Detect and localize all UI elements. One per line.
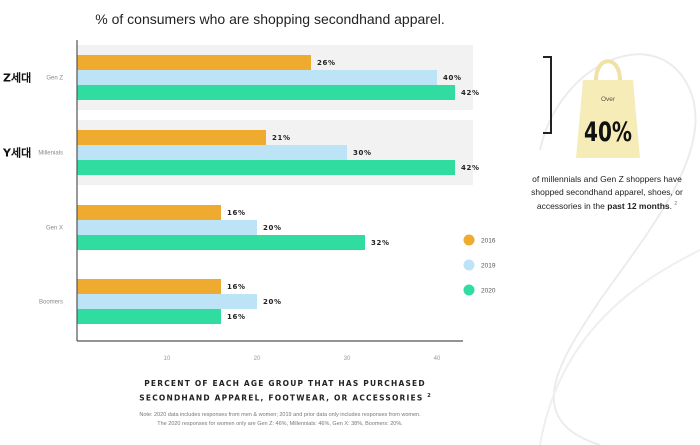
legend-label: 2019: [481, 263, 496, 270]
x-tick-label: 10: [164, 356, 171, 362]
category-label: Gen X: [46, 226, 63, 232]
bag-percent-label: 40%: [584, 117, 632, 148]
chart-title: % of consumers who are shopping secondha…: [95, 11, 445, 27]
legend-label: 2020: [481, 288, 496, 295]
bar: [77, 85, 455, 100]
x-axis-title-line-2: SECONDHAND APPAREL, FOOTWEAR, OR ACCESSO…: [139, 393, 424, 403]
bar: [77, 220, 257, 235]
bar: [77, 279, 221, 294]
data-label: 16%: [227, 313, 246, 321]
x-tick-label: 20: [254, 356, 261, 362]
bar: [77, 205, 221, 220]
shopping-bag-icon: [576, 59, 640, 158]
data-label: 30%: [353, 149, 372, 157]
category-korean-label: Z세대: [3, 71, 31, 85]
callout-footnote: 2: [674, 201, 678, 207]
chart-note: Note: 2020 data includes responses from …: [80, 411, 480, 429]
legend-label: 2016: [481, 238, 496, 245]
bar: [77, 70, 437, 85]
category-korean-label: Y세대: [2, 146, 31, 160]
data-label: 20%: [263, 224, 282, 232]
bar: [77, 294, 257, 309]
legend-swatch: [463, 234, 475, 246]
callout-text-bold: past 12 months: [607, 200, 670, 211]
x-tick-label: 30: [344, 356, 351, 362]
x-tick-label: 40: [434, 356, 441, 362]
bar: [77, 309, 221, 324]
bar: [77, 145, 347, 160]
data-label: 26%: [317, 59, 336, 67]
bag-over-label: Over: [601, 96, 616, 103]
callout-text-main: of millennials and Gen Z shoppers have s…: [531, 174, 683, 211]
bar: [77, 130, 266, 145]
footnote-mark: 2: [427, 393, 431, 399]
data-label: 42%: [461, 89, 480, 97]
legend-swatch: [463, 284, 475, 296]
callout-text-end: .: [669, 200, 672, 211]
callout-bracket: [543, 56, 552, 134]
note-line-1: Note: 2020 data includes responses from …: [139, 412, 421, 418]
data-label: 40%: [443, 74, 462, 82]
callout-text: of millennials and Gen Z shoppers have s…: [528, 173, 686, 212]
bar: [77, 160, 455, 175]
data-label: 16%: [227, 283, 246, 291]
bar: [77, 235, 365, 250]
data-label: 20%: [263, 298, 282, 306]
legend-swatch: [463, 259, 475, 271]
data-label: 21%: [272, 134, 291, 142]
category-label: Millenials: [38, 151, 63, 157]
data-label: 42%: [461, 164, 480, 172]
x-axis-title: PERCENT OF EACH AGE GROUP THAT HAS PURCH…: [130, 378, 440, 405]
bar: [77, 55, 311, 70]
data-label: 16%: [227, 209, 246, 217]
category-label: Gen Z: [46, 76, 63, 82]
x-axis-title-line-1: PERCENT OF EACH AGE GROUP THAT HAS PURCH…: [144, 379, 426, 388]
category-label: Boomers: [39, 300, 63, 306]
data-label: 32%: [371, 239, 390, 247]
note-line-2: The 2020 responses for women only are Ge…: [157, 421, 403, 427]
